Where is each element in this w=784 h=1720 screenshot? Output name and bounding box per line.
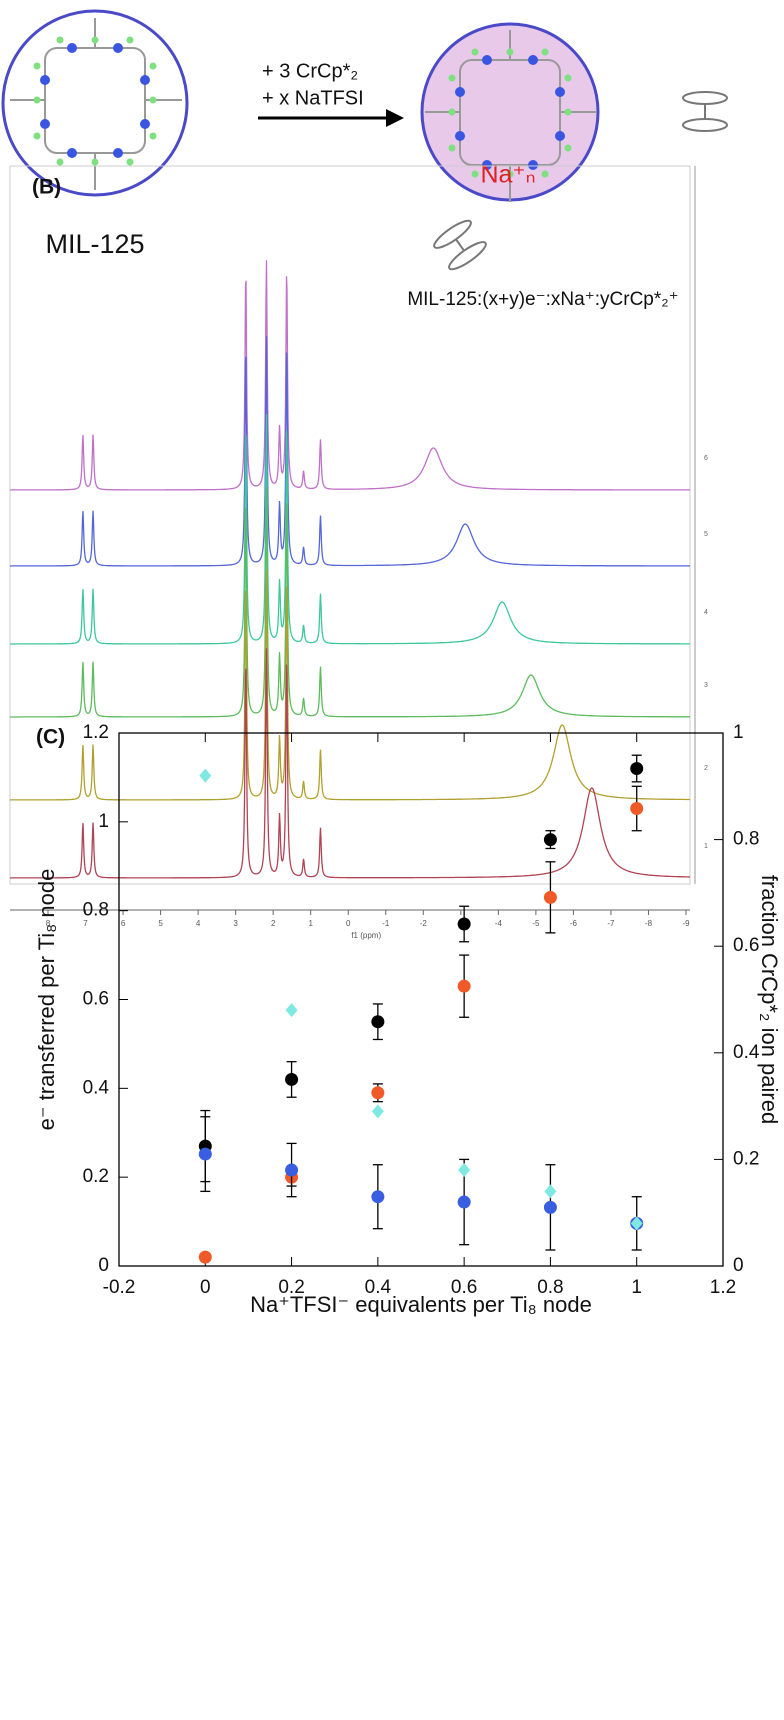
x-tick-label: 5 [158,919,163,928]
spectrum-trace [10,260,690,491]
metallocene [433,219,487,271]
panel-frame [9,165,691,885]
trace-label: 4 [704,609,708,616]
traces [10,260,690,879]
spectrum-trace [10,648,690,879]
x-tick-label: 7 [83,919,88,928]
arrow-head [386,109,404,127]
x-tick-label: -2 [420,919,428,928]
product-label: MIL-125:(x+y)e⁻:xNa⁺:yCrCp*₂⁺ [407,289,678,310]
data-point [285,1163,299,1177]
data-point [198,1250,212,1264]
spectrum-trace [10,336,690,567]
y-tick-label: 0.8 [83,900,109,921]
y2-tick-label: 0 [733,1255,744,1276]
data-point [543,890,557,904]
x-tick-label: 0.2 [278,1277,304,1298]
x-tick-label: 0 [200,1277,211,1298]
reagent: + 3 CrCp*₂ [262,60,358,82]
y2-tick-label: 0.6 [733,935,759,956]
data-point [198,1147,212,1161]
x-tick-label: 0.6 [451,1277,477,1298]
y-tick-label: 1 [98,811,109,832]
x-axis-label: Na⁺TFSI⁻ equivalents per Ti₈ node [250,1292,592,1317]
x-tick-label: -0.2 [103,1277,136,1298]
data-point [630,1216,643,1231]
x-tick-label: 3 [233,919,238,928]
data-point [543,1200,557,1214]
data-point [199,768,212,783]
spectrum-trace [10,414,690,645]
x-tick-label: -5 [532,919,540,928]
data-point [285,1003,298,1018]
x-tick-label: 8 [46,919,51,928]
data-point [371,1015,385,1029]
trace-label: 5 [704,531,708,538]
data-point [458,1163,471,1178]
scatter-panel: (C)-0.2 0 0.2 0.4 0.6 0.8 1 1.200.20.40.60.811.… [34,722,782,1317]
x-tick-label: 0 [346,919,351,928]
x-tick-label: 2 [271,919,276,928]
spectrum-trace [10,570,690,801]
x-tick-label: 4 [196,919,201,928]
trace-label: 1 [704,843,708,850]
x-axis-label: f1 (ppm) [351,931,381,940]
y-tick-label: 0.4 [83,1077,110,1098]
data-point [630,762,644,776]
y2-tick-label: 0.2 [733,1148,759,1169]
y2-tick-label: 1 [733,722,744,743]
x-tick-label: -9 [682,919,690,928]
x-tick-label: -4 [495,919,503,928]
y-tick-label: 0.2 [83,1166,109,1187]
y2-axis-label: fraction CrCp*₂ ion paired [757,875,782,1124]
y-axis-label: e⁻ transferred per Ti₈ node [34,869,59,1131]
y-tick-label: 0.6 [83,989,109,1010]
data-point [457,979,471,993]
mof-label: MIL-125 [45,229,144,259]
reagent: + x NaTFSI [262,87,364,109]
x-tick-label: -1 [382,919,390,928]
x-tick-label: 1 [631,1277,642,1298]
x-tick-label: 0.4 [365,1277,392,1298]
x-tick-label: 1.2 [710,1277,736,1298]
x-tick-label: 1 [308,919,313,928]
framework [10,18,182,190]
trace-label: 3 [704,682,708,689]
data-point [457,1195,471,1209]
panel-label: (C) [36,726,65,749]
y2-tick-label: 0.8 [733,829,759,850]
data-point [544,1184,557,1199]
data-point [371,1190,385,1204]
trace-label: 2 [704,765,708,772]
scheme: MIL-125 + 3 CrCp*₂ + x NaTFSI Na⁺ₙ MIL-1… [1,9,728,310]
data-point [371,1086,385,1100]
x-tick-label: -7 [607,919,615,928]
data-point [371,1104,384,1119]
panel-label: (B) [32,176,61,199]
y-tick-label: 1.2 [83,722,109,743]
data-point [543,833,557,847]
x-tick-label: 0.8 [537,1277,563,1298]
trace-label: 6 [704,455,708,462]
cation-label: Na⁺ₙ [480,161,535,189]
data-point [630,802,644,816]
metallocene [682,91,728,132]
x-tick-label: -8 [645,919,653,928]
x-tick-label: -6 [570,919,578,928]
y-tick-label: 0 [98,1255,109,1276]
spectrum-trace [10,487,690,718]
x-tick-label: 6 [121,919,126,928]
data-point [457,917,471,931]
data-point [285,1072,299,1086]
y2-tick-label: 0.4 [733,1042,760,1063]
